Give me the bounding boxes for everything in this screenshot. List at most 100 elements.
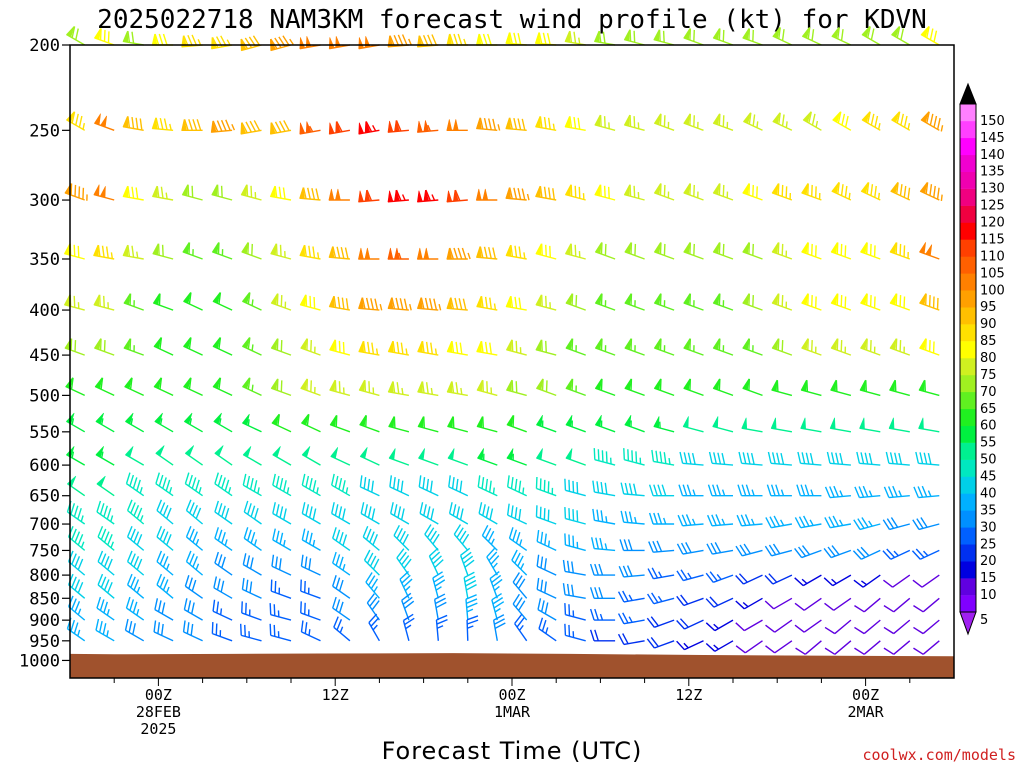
wind-barb (889, 338, 911, 356)
wind-barb (676, 569, 704, 582)
wind-barb (741, 417, 763, 433)
wind-barb (506, 503, 527, 525)
wind-barb (359, 475, 380, 497)
wind-barb (852, 546, 881, 560)
wind-barb (272, 446, 292, 466)
y-tick-label: 250 (29, 121, 60, 141)
wind-barb (564, 603, 586, 621)
colorbar-tick-label: 85 (980, 334, 997, 349)
credit-text[interactable]: coolwx.com/models (862, 746, 1016, 764)
wind-barb (742, 183, 763, 201)
wind-barb (535, 505, 557, 525)
wind-barb (676, 640, 704, 651)
wind-barb (800, 379, 822, 397)
wind-barb (535, 294, 557, 311)
wind-barb (854, 640, 881, 655)
wind-barb (538, 617, 557, 642)
wind-barb (823, 545, 852, 559)
wind-barb (802, 111, 822, 131)
surface-terrain-fill (70, 653, 954, 678)
colorbar-tick-label: 105 (980, 266, 1005, 281)
wind-barb (512, 593, 528, 621)
wind-barb (565, 338, 586, 356)
wind-barb (152, 243, 174, 260)
wind-barb (95, 412, 115, 433)
colorbar-swatch (960, 324, 976, 342)
wind-barb (794, 545, 822, 559)
wind-barb (677, 514, 704, 527)
wind-barb (243, 527, 262, 551)
wind-barb (676, 618, 704, 630)
wind-barb (416, 247, 439, 260)
wind-barb (536, 448, 557, 466)
wind-barb (272, 528, 292, 552)
wind-barb (735, 543, 763, 557)
wind-barb (125, 596, 145, 621)
wind-barb (505, 295, 527, 311)
wind-barb (712, 338, 734, 356)
x-tick-label: 00Z (498, 686, 525, 704)
wind-barb (389, 475, 410, 497)
wind-barb (735, 640, 763, 654)
y-tick-label: 350 (29, 250, 60, 270)
wind-barb (299, 294, 321, 311)
wind-barb (153, 377, 174, 397)
wind-barb (122, 30, 144, 46)
colorbar-tick-label: 45 (980, 470, 997, 485)
wind-barb (794, 574, 822, 587)
colorbar-swatch (960, 510, 976, 528)
wind-barb (182, 620, 203, 642)
wind-barb (270, 378, 292, 397)
colorbar-tick-label: 90 (980, 317, 997, 332)
wind-barb (184, 445, 204, 466)
x-tick-label: 00Z (145, 686, 172, 704)
y-tick-label: 800 (29, 566, 60, 586)
y-tick-label: 900 (29, 611, 60, 631)
wind-barb (706, 514, 734, 527)
wind-barb (242, 337, 262, 356)
wind-barb (478, 502, 498, 525)
colorbar-swatch (960, 205, 976, 223)
colorbar-tick-label: 50 (980, 453, 997, 468)
wind-barb (153, 337, 174, 356)
wind-barb (508, 527, 528, 551)
wind-barb (156, 573, 174, 599)
wind-barb (617, 590, 645, 603)
wind-barb (428, 547, 444, 576)
wind-barb (882, 517, 910, 531)
wind-barb (678, 484, 704, 497)
wind-barb (240, 184, 262, 201)
colorbar-swatch (960, 239, 976, 257)
wind-barb (856, 451, 881, 466)
wind-barb (476, 416, 498, 433)
wind-barb (506, 475, 527, 497)
wind-barb (387, 340, 410, 356)
wind-barb (212, 337, 233, 356)
wind-barb (683, 378, 704, 397)
wind-barb (331, 473, 351, 497)
wind-barb (446, 33, 468, 46)
wind-barb (242, 413, 262, 433)
wind-barb (299, 187, 321, 201)
wind-barb (155, 445, 174, 466)
wind-barb (416, 297, 442, 311)
wind-barb (156, 525, 174, 551)
wind-barb (623, 114, 645, 131)
wind-barb (801, 183, 822, 201)
colorbar-swatch (960, 137, 976, 156)
colorbar-tick-label: 130 (980, 182, 1005, 197)
wind-barb (764, 543, 793, 557)
wind-barb (564, 243, 586, 260)
wind-barb (624, 338, 645, 356)
wind-barb (214, 551, 233, 576)
wind-barb (328, 295, 351, 311)
colorbar-extend-low (959, 611, 977, 636)
colorbar-tick-label: 115 (980, 233, 1005, 248)
wind-barb (387, 120, 409, 133)
wind-barb (505, 339, 527, 356)
wind-barb (332, 596, 351, 621)
wind-barb (270, 293, 292, 311)
wind-barb (185, 525, 204, 551)
